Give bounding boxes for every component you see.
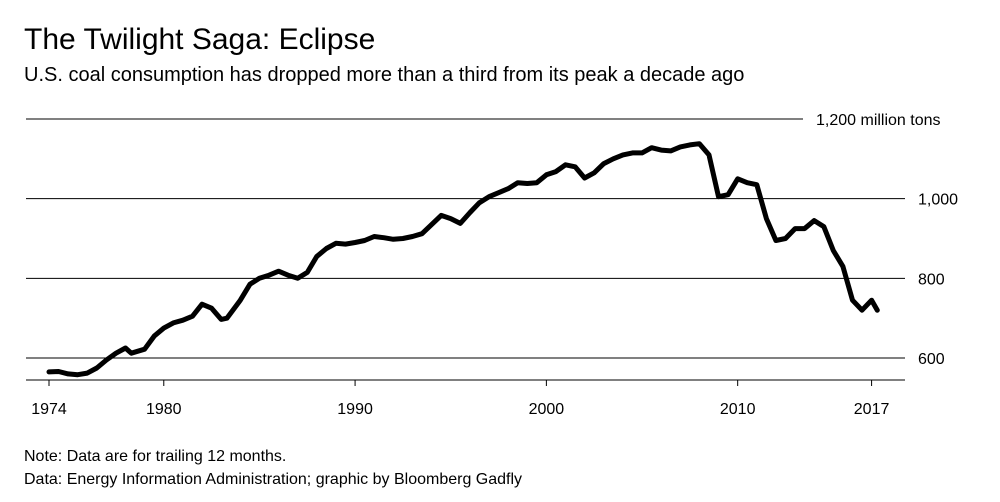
y-tick-label: 600 <box>918 351 945 368</box>
footnote: Note: Data are for trailing 12 months. <box>24 448 287 465</box>
x-tick-label: 1980 <box>146 401 182 418</box>
x-tick-label: 2000 <box>529 401 565 418</box>
y-tick-label: 1,000 <box>918 192 958 209</box>
chart-subtitle: U.S. coal consumption has dropped more t… <box>24 64 745 86</box>
source-credit: Data: Energy Information Administration;… <box>24 471 523 488</box>
gridlines <box>26 118 905 359</box>
x-tick-label: 1974 <box>31 401 67 418</box>
x-tick-label: 2010 <box>720 401 756 418</box>
y-tick-label: 1,200 million tons <box>816 112 941 129</box>
y-axis-labels: 600 800 1,000 1,200 million tons <box>816 112 958 368</box>
x-tick-label: 2017 <box>854 401 890 418</box>
x-tick-label: 1990 <box>337 401 373 418</box>
x-axis-ticks <box>48 380 873 386</box>
series-line <box>46 141 880 378</box>
x-axis-labels: 1974 1980 1990 2000 2010 2017 <box>31 401 889 418</box>
chart-title: The Twilight Saga: Eclipse <box>24 23 376 56</box>
y-tick-label: 800 <box>918 271 945 288</box>
